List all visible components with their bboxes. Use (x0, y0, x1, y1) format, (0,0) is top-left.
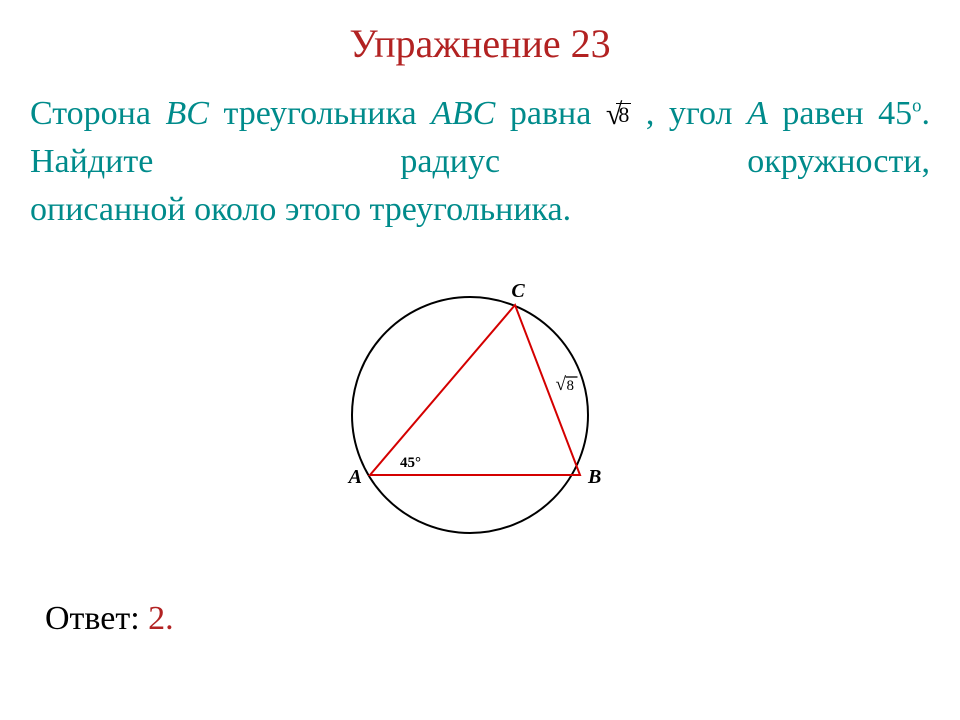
p-seg5: равен 45 (768, 95, 912, 132)
p-degree: о (912, 96, 921, 117)
page-title: Упражнение 23 (0, 20, 960, 67)
side-sqrt8-radical: √ (556, 374, 567, 395)
sqrt8-radicand: 8 (616, 103, 631, 126)
angle-45-label: 45° (400, 455, 421, 471)
answer-line: Ответ: 2. (45, 600, 174, 638)
circumscribed-circle (352, 297, 588, 533)
diagram-svg: A B C 45° √ 8 (315, 260, 645, 570)
problem-text: Сторона BC треугольника ABC равна √8 , у… (30, 90, 930, 233)
p-seg4: , угол (631, 95, 747, 132)
p-seg2: треугольника (209, 95, 431, 132)
side-sqrt8-label: √ 8 (556, 374, 578, 395)
p-a: A (747, 95, 768, 132)
p-seg3: равна (495, 95, 606, 132)
label-B: B (587, 466, 601, 488)
p-abc: ABC (431, 95, 495, 132)
triangle-abc (370, 305, 580, 475)
answer-value: 2. (140, 600, 174, 637)
side-sqrt8-radicand: 8 (567, 378, 575, 394)
p-bc: BC (165, 95, 208, 132)
diagram-figure: A B C 45° √ 8 (315, 260, 645, 570)
answer-label: Ответ: (45, 600, 140, 637)
sqrt8-inline: √8 (606, 94, 631, 136)
p-seg1: Сторона (30, 95, 165, 132)
label-A: A (347, 466, 362, 488)
title-text: Упражнение 23 (349, 21, 610, 66)
label-C: C (511, 280, 525, 302)
